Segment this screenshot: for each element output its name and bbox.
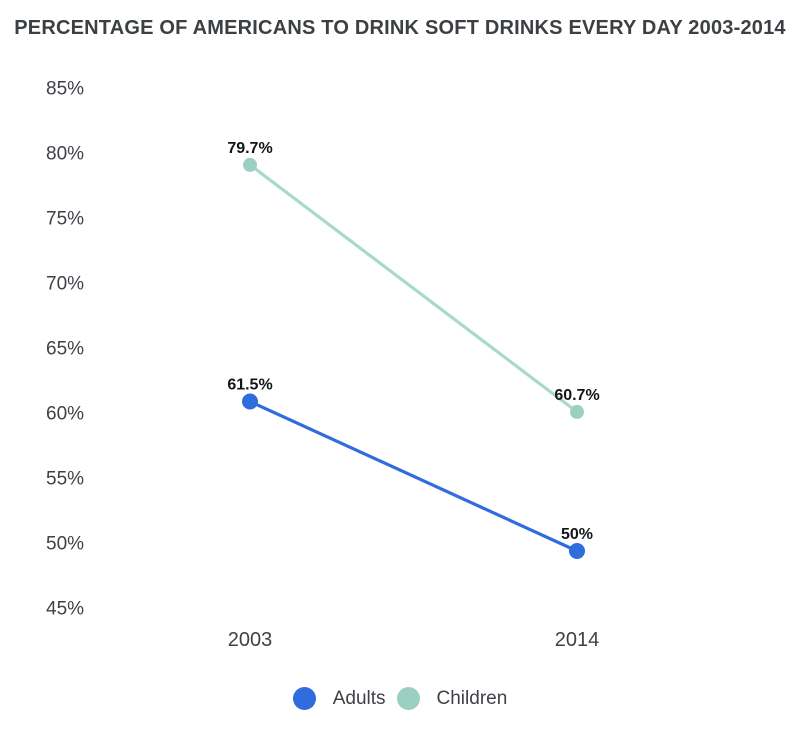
legend-item-children[interactable]: Children xyxy=(396,687,508,710)
children-point-2003[interactable] xyxy=(243,157,257,172)
adults-point-2003[interactable] xyxy=(242,393,258,410)
y-tick-label: 85% xyxy=(46,79,84,100)
adults-line xyxy=(248,399,579,553)
y-tick-label: 50% xyxy=(46,534,84,555)
y-tick-label: 55% xyxy=(46,469,84,490)
children-line xyxy=(248,163,579,414)
y-tick-label: 70% xyxy=(46,274,84,295)
legend-label-children: Children xyxy=(436,687,508,709)
legend-label-adults: Adults xyxy=(332,687,386,709)
adults-data-label-2014: 50% xyxy=(561,526,593,543)
legend-item-adults[interactable]: Adults xyxy=(292,687,386,710)
adults-legend-dot-icon xyxy=(292,687,316,710)
y-tick-label: 60% xyxy=(46,404,84,425)
children-point-2014[interactable] xyxy=(570,404,584,419)
y-tick-label: 80% xyxy=(46,144,84,165)
children-data-label-2014: 60.7% xyxy=(554,387,599,404)
chart-legend: Adults Children xyxy=(0,687,800,710)
adults-data-label-2003: 61.5% xyxy=(227,377,272,394)
children-data-label-2003: 79.7% xyxy=(227,140,272,157)
y-tick-label: 45% xyxy=(46,599,84,620)
adults-point-2014[interactable] xyxy=(569,543,585,559)
x-axis-label-2003: 2003 xyxy=(228,629,273,651)
y-tick-label: 75% xyxy=(46,209,84,230)
children-legend-dot-icon xyxy=(396,687,420,710)
y-tick-label: 65% xyxy=(46,339,84,360)
chart-title: PERCENTAGE OF AMERICANS TO DRINK SOFT DR… xyxy=(14,17,786,39)
x-axis-label-2014: 2014 xyxy=(555,629,600,651)
